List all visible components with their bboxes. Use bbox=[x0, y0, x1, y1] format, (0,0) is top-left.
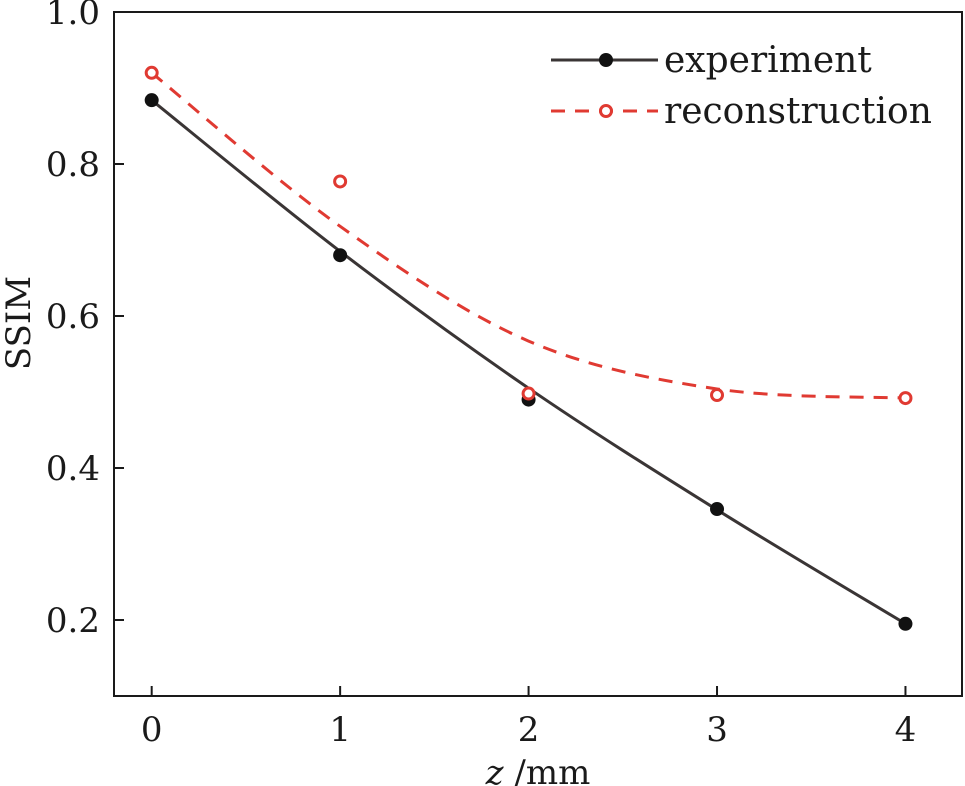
x-tick-label: 1 bbox=[329, 710, 351, 750]
x-axis-unit: /mm bbox=[504, 753, 591, 786]
x-tick-label: 3 bbox=[706, 710, 728, 750]
y-tick-label: 0.4 bbox=[46, 449, 100, 489]
series-layer bbox=[144, 65, 913, 631]
legend-label-experiment: experiment bbox=[664, 40, 872, 81]
plot-frame bbox=[113, 11, 963, 697]
axes-layer: 0 1 2 3 4 0.2 0.4 0.6 0.8 1.0 bbox=[46, 0, 916, 750]
data-point-reconstruction bbox=[333, 174, 348, 189]
y-tick-label: 0.2 bbox=[46, 601, 100, 641]
y-tick-label: 0.6 bbox=[46, 297, 100, 337]
data-point-reconstruction bbox=[710, 388, 725, 403]
legend-label-reconstruction: reconstruction bbox=[664, 91, 932, 132]
data-point-reconstruction bbox=[144, 65, 159, 80]
series-line-experiment bbox=[150, 98, 907, 626]
x-tick-label: 4 bbox=[895, 710, 917, 750]
legend-marker-experiment bbox=[599, 53, 613, 67]
data-point-experiment bbox=[333, 248, 348, 263]
data-point-reconstruction bbox=[521, 386, 536, 401]
legend: experiment reconstruction bbox=[551, 40, 932, 132]
y-tick-label: 0.8 bbox=[46, 145, 100, 185]
plot-area bbox=[113, 11, 963, 697]
legend-marker-reconstruction bbox=[599, 104, 613, 118]
data-point-reconstruction bbox=[898, 391, 913, 406]
data-point-experiment bbox=[710, 502, 725, 517]
data-point-experiment bbox=[898, 616, 913, 631]
data-point-experiment bbox=[144, 93, 159, 108]
x-tick-label: 0 bbox=[141, 710, 163, 750]
y-axis-title: SSIM bbox=[0, 276, 39, 370]
y-tick-label: 1.0 bbox=[46, 0, 100, 33]
x-tick-label: 2 bbox=[518, 710, 540, 750]
x-axis-variable: z bbox=[485, 753, 505, 786]
series-line-reconstruction bbox=[150, 71, 906, 400]
x-axis-title: z /mm bbox=[485, 753, 591, 786]
